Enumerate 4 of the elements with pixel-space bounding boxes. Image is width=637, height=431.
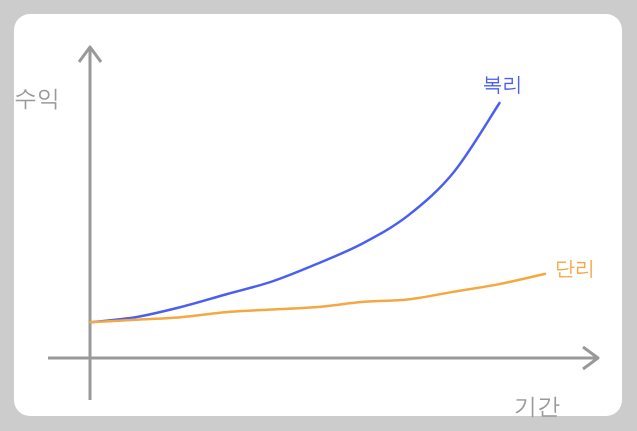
y-axis-title: 수익	[14, 86, 60, 112]
series-label: 복리	[482, 72, 522, 96]
series-label: 단리	[555, 256, 595, 280]
x-axis-title: 기간	[514, 394, 560, 420]
